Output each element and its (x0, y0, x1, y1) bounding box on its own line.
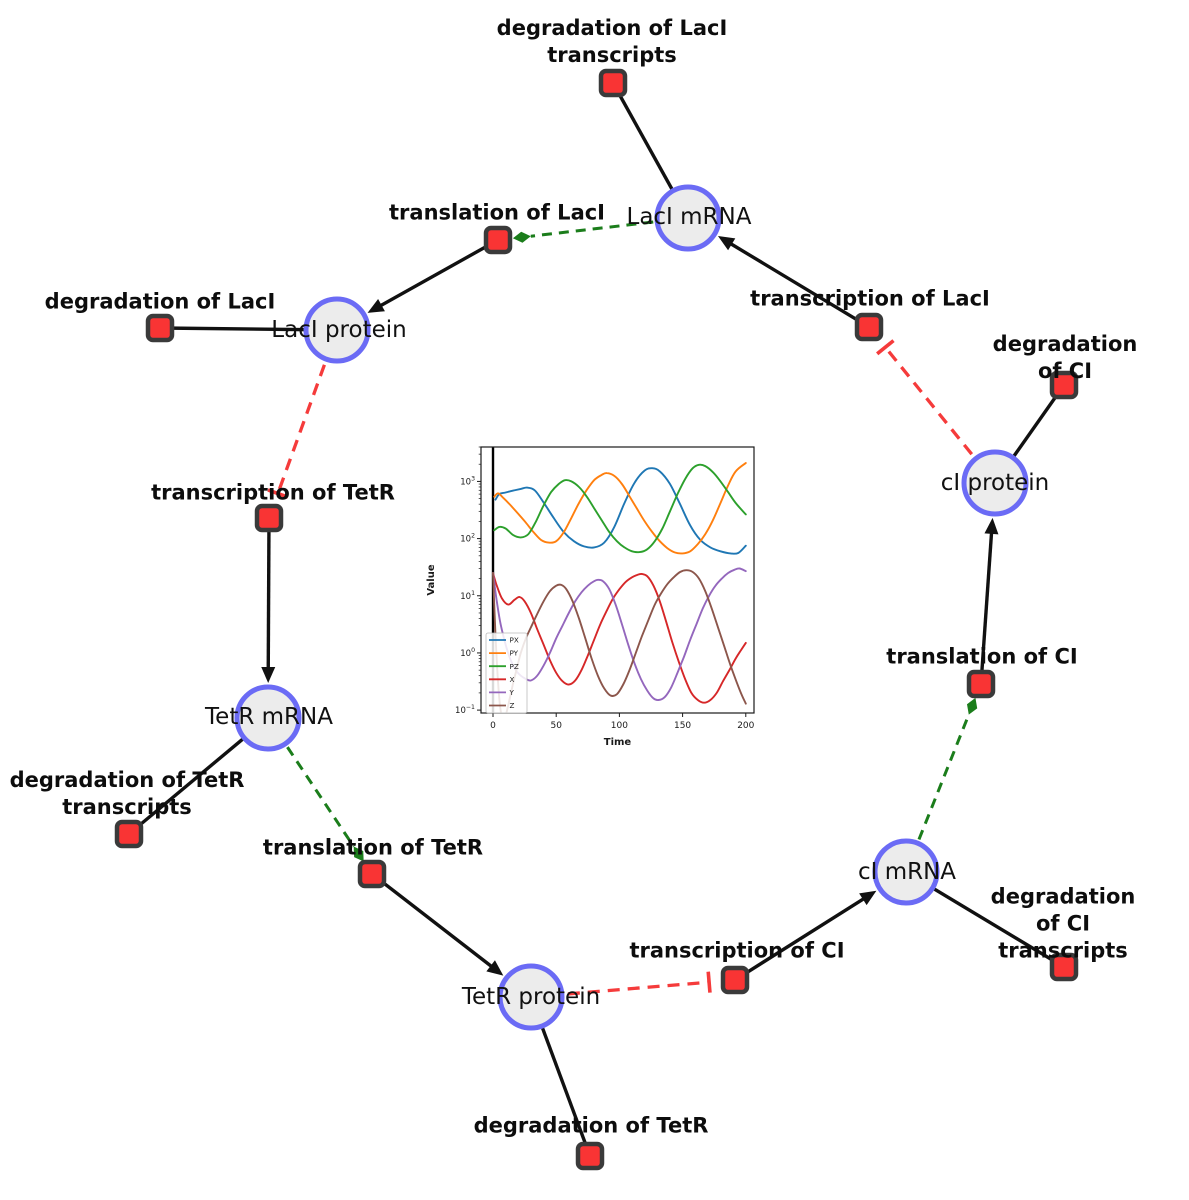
reaction-node-transl-laci (483, 225, 513, 255)
edge-production-txn-tetr-to-tetr-mrna (266, 527, 271, 671)
inset-chart: 0 50 100 150 20010−1100101102103TimeValuePXP… (426, 446, 755, 748)
edge-production-txn-tetr-to-tetr-mrna-arrowhead (261, 666, 276, 684)
species-node-tetr-protein (497, 963, 565, 1031)
y-tick-label: 10−1 (455, 704, 475, 716)
edge-production-transl-laci-to-laci-protein (378, 243, 491, 309)
edge-catalysis-tetr-mrna-to-transl-tetr (286, 746, 355, 848)
edge-production-txn-ci-to-ci-mrna-arrowhead (859, 890, 877, 906)
legend-label-Y: Y (509, 688, 515, 697)
reaction-node-deg-ci (1049, 370, 1079, 400)
species-node-laci-mrna (654, 184, 722, 252)
reaction-node-txn-tetr (254, 503, 284, 533)
edge-inhibition-tetr-protein-to-txn-ci (567, 980, 710, 996)
x-tick-label: 150 (674, 721, 691, 731)
reaction-node-transl-ci (966, 669, 996, 699)
edge-production-transl-tetr-to-tetr-protein (378, 878, 495, 969)
edge-production-txn-laci-to-laci-mrna-arrowhead (717, 236, 736, 251)
reaction-node-deg-tetr (575, 1141, 605, 1171)
y-tick-label: 100 (460, 647, 475, 659)
edge-catalysis-laci-mrna-to-transl-laci-arrowhead (512, 231, 531, 243)
edge-production-transl-laci-to-laci-protein-arrowhead (367, 299, 385, 313)
reaction-node-txn-laci (854, 312, 884, 342)
legend-label-X: X (510, 675, 515, 684)
edge-catalysis-tetr-mrna-to-transl-tetr-arrowhead (353, 846, 364, 862)
x-tick-label: 0 (490, 721, 496, 731)
y-tick-label: 102 (460, 533, 475, 545)
x-tick-label: 200 (737, 721, 754, 731)
edge-inhibition-ci-protein-to-txn-laci (884, 346, 974, 456)
species-node-ci-mrna (872, 838, 940, 906)
species-node-ci-protein (961, 449, 1029, 517)
x-axis-label: Time (604, 737, 632, 748)
node-layer (114, 68, 1079, 1171)
legend-label-PZ: PZ (510, 662, 519, 671)
edge-inhibition-ci-protein-to-txn-laci-tee (876, 339, 895, 356)
legend-label-PY: PY (510, 649, 519, 658)
reaction-node-txn-ci (720, 965, 750, 995)
series-PZ (493, 463, 747, 554)
reaction-node-deg-laci-transcripts (598, 68, 628, 98)
x-tick-label: 100 (611, 721, 628, 731)
axes-frame (480, 446, 755, 714)
legend-label-Z: Z (510, 701, 515, 710)
edge-catalysis-ci-mrna-to-transl-ci (917, 714, 971, 841)
reaction-node-deg-ci-transcripts (1049, 952, 1079, 982)
edge-inhibition-laci-protein-to-txn-tetr (276, 364, 326, 495)
chart-legend: PX PY PZ XYZ (485, 632, 528, 714)
edge-catalysis-ci-mrna-to-transl-ci-arrowhead (966, 697, 978, 715)
edge-production-txn-laci-to-laci-mrna (728, 241, 862, 324)
edge-production-transl-tetr-to-tetr-protein-arrowhead (486, 960, 504, 976)
reaction-node-deg-laci (145, 313, 175, 343)
edge-production-transl-ci-to-ci-protein-arrowhead (984, 517, 999, 535)
y-axis-label: Value (426, 564, 437, 595)
species-node-laci-protein (303, 296, 371, 364)
x-tick-label: 50 (550, 721, 562, 731)
edge-inhibition-laci-protein-to-txn-tetr-tee (267, 488, 289, 499)
edge-production-transl-ci-to-ci-protein (979, 530, 994, 675)
series-X (492, 572, 747, 704)
reaction-node-deg-tetr-transcripts (114, 819, 144, 849)
legend-label-PX: PX (510, 636, 519, 645)
y-tick-label: 101 (460, 590, 475, 602)
y-tick-label: 103 (460, 475, 475, 487)
edge-production-txn-ci-to-ci-mrna (742, 896, 867, 977)
edge-catalysis-laci-mrna-to-transl-laci (530, 220, 654, 238)
reaction-node-transl-tetr (357, 859, 387, 889)
legend-box (485, 632, 528, 714)
species-node-tetr-mrna (234, 684, 302, 752)
series-PX (494, 467, 747, 555)
edge-inhibition-tetr-protein-to-txn-ci-tee (706, 971, 712, 993)
